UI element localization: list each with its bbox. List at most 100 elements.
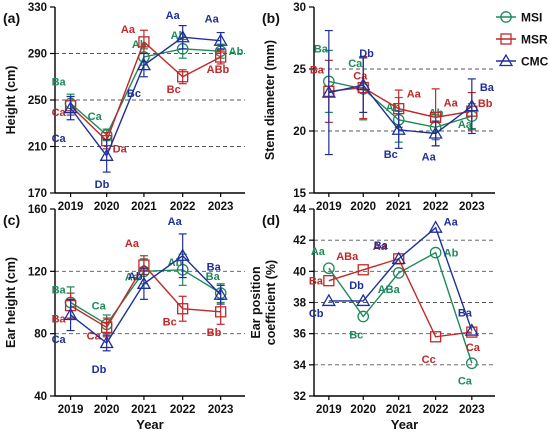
significance-label: Aa (373, 241, 388, 253)
data-point (356, 293, 371, 307)
significance-label: Db (349, 280, 364, 292)
significance-label: Ba (52, 314, 67, 326)
significance-label: Aa (458, 119, 473, 131)
series-line (70, 36, 221, 158)
significance-label: Aa (125, 238, 140, 250)
legend-item-msi: MSI (496, 11, 542, 25)
y-axis-title: Ear height (cm) (4, 257, 18, 348)
legend-item-msr: MSR (496, 33, 548, 47)
data-point (175, 248, 190, 261)
series-line (70, 269, 222, 326)
significance-label: ABa (378, 284, 401, 296)
data-point (321, 85, 336, 98)
significance-label: Aa (121, 24, 136, 36)
significance-label: Ba (207, 262, 222, 274)
significance-label: Ca (52, 107, 67, 119)
significance-label: Cb (309, 308, 324, 320)
significance-label: Db (359, 48, 374, 60)
data-point (215, 51, 227, 63)
significance-label: Ab (128, 271, 143, 283)
x-tick-label: 2020 (94, 404, 120, 416)
chart-panel-4: 32 34 36 38 40 42 44 2019 2020 2021 2022 2023 Year Ea… (249, 204, 495, 432)
significance-label: Cc (422, 354, 436, 366)
x-tick-label: 2023 (459, 404, 485, 416)
data-point (428, 126, 443, 139)
data-point (356, 77, 371, 91)
significance-label: Ba (374, 240, 389, 252)
data-point (391, 122, 406, 135)
y-tick-label: 15 (293, 188, 306, 200)
data-point (136, 276, 152, 289)
significance-label: Aa (422, 151, 437, 163)
significance-label: Ba (480, 82, 495, 94)
significance-label: Aa (125, 271, 140, 283)
y-tick-label: 20 (293, 126, 306, 138)
data-point (464, 323, 479, 336)
x-tick-label: 2023 (208, 404, 234, 416)
x-tick-label: 2022 (170, 201, 196, 213)
significance-label: Ba (309, 276, 324, 288)
series-cmc: CaDbBcAaBa (321, 29, 495, 163)
data-point (428, 220, 443, 233)
x-tick-label: 2019 (316, 201, 342, 213)
data-point (213, 33, 228, 46)
y-tick-label: 160 (28, 204, 47, 216)
significance-label: Aa (407, 89, 422, 101)
significance-label: Db (95, 179, 110, 191)
x-tick-label: 2021 (386, 201, 412, 213)
y-tick-label: 40 (293, 266, 306, 278)
y-tick-label: 80 (34, 329, 47, 341)
y-tick-label: 170 (28, 188, 47, 200)
data-point (215, 306, 227, 318)
y-tick-label: 290 (28, 49, 47, 61)
legend-item-cmc: CMC (496, 53, 549, 69)
significance-label: Aa (311, 246, 326, 258)
y-tick-label: 32 (293, 391, 306, 403)
x-tick-label: 2021 (131, 201, 157, 213)
data-point (465, 357, 478, 370)
significance-label: Bb (478, 98, 493, 110)
data-point (99, 335, 114, 349)
x-tick-label: 2020 (350, 404, 376, 416)
data-point (322, 262, 335, 275)
legend: MSI MSR CMC (496, 11, 549, 69)
y-axis-title-line: Ear position (249, 266, 263, 338)
data-point (138, 36, 150, 48)
data-point (392, 267, 405, 279)
significance-label: Bc (384, 149, 398, 161)
data-point (101, 321, 113, 334)
x-tick-label: 2020 (94, 201, 120, 213)
y-tick-label: 40 (34, 391, 47, 403)
x-tick-label: 2019 (58, 201, 84, 213)
data-point (429, 246, 442, 259)
data-point (63, 307, 78, 321)
panel-label: (b) (262, 10, 280, 26)
significance-label: Aa (444, 217, 459, 229)
significance-label: Bc (349, 330, 363, 342)
data-point (177, 71, 189, 83)
y-tick-label: 25 (293, 64, 306, 76)
y-tick-label: 330 (28, 2, 47, 14)
x-tick-label: 2022 (170, 404, 196, 416)
data-point (175, 29, 190, 43)
x-tick-label: 2022 (423, 404, 449, 416)
data-point (357, 310, 370, 323)
y-axis-title: Stem diameter (mm) (263, 40, 277, 160)
series-line (328, 226, 473, 331)
significance-label: Aa (444, 97, 459, 109)
x-tick-label: 2019 (316, 404, 342, 416)
y-tick-label: 38 (293, 298, 306, 310)
significance-label: Aa (168, 216, 183, 228)
x-tick-label: 2019 (58, 404, 84, 416)
significance-label: Ab (229, 46, 244, 58)
y-tick-label: 44 (293, 204, 306, 216)
x-axis-title: Year (391, 417, 418, 432)
chart-panel-1: 170 210 250 290 330 2019 2020 2021 2022 2023 Heigh… (3, 2, 245, 213)
series-msr: Ba Ca Aa Bc Bb (52, 238, 227, 342)
significance-label: Ba (314, 43, 329, 55)
significance-label: Aa (205, 14, 220, 26)
series-msr: Ba Ca Aa Aa Bb (310, 55, 493, 147)
legend-marker (500, 33, 512, 45)
